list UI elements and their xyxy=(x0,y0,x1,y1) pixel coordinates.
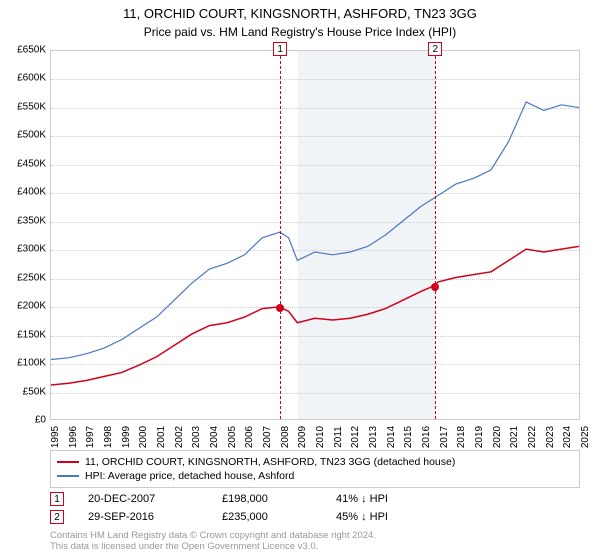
x-tick-label: 2006 xyxy=(244,426,255,448)
y-tick-label: £550K xyxy=(0,101,46,112)
sale-date: 29-SEP-2016 xyxy=(88,511,198,523)
y-tick-label: £350K xyxy=(0,215,46,226)
x-tick-label: 2002 xyxy=(174,426,185,448)
x-tick-label: 2015 xyxy=(403,426,414,448)
x-tick-label: 2018 xyxy=(456,426,467,448)
marker-line xyxy=(280,51,281,419)
x-tick-label: 2009 xyxy=(297,426,308,448)
x-tick-label: 1999 xyxy=(121,426,132,448)
sale-price: £198,000 xyxy=(222,493,312,505)
y-tick-label: £200K xyxy=(0,301,46,312)
x-tick-label: 2000 xyxy=(138,426,149,448)
sale-badge: 2 xyxy=(50,510,64,524)
y-tick-label: £50K xyxy=(0,386,46,397)
chart-title: 11, ORCHID COURT, KINGSNORTH, ASHFORD, T… xyxy=(0,0,600,23)
x-tick-label: 2008 xyxy=(280,426,291,448)
x-tick-label: 1998 xyxy=(103,426,114,448)
x-tick-label: 2023 xyxy=(545,426,556,448)
legend-box: 11, ORCHID COURT, KINGSNORTH, ASHFORD, T… xyxy=(50,450,580,488)
marker-badge: 2 xyxy=(428,42,442,56)
x-tick-label: 2007 xyxy=(262,426,273,448)
series-price_paid xyxy=(51,246,579,385)
sales-table: 1 20-DEC-2007 £198,000 41% ↓ HPI 2 29-SE… xyxy=(50,490,580,526)
attribution-line: This data is licensed under the Open Gov… xyxy=(50,541,580,552)
legend-row: HPI: Average price, detached house, Ashf… xyxy=(57,469,573,483)
x-tick-label: 1996 xyxy=(68,426,79,448)
legend-swatch xyxy=(57,475,79,477)
data-attribution: Contains HM Land Registry data © Crown c… xyxy=(50,530,580,553)
sale-price: £235,000 xyxy=(222,511,312,523)
attribution-line: Contains HM Land Registry data © Crown c… xyxy=(50,530,580,541)
legend-label: HPI: Average price, detached house, Ashf… xyxy=(85,470,294,482)
plot-frame: 12 xyxy=(50,50,580,420)
x-tick-label: 2019 xyxy=(474,426,485,448)
x-tick-label: 2016 xyxy=(421,426,432,448)
x-tick-label: 2010 xyxy=(315,426,326,448)
y-tick-label: £300K xyxy=(0,244,46,255)
chart-container: 11, ORCHID COURT, KINGSNORTH, ASHFORD, T… xyxy=(0,0,600,560)
series-hpi xyxy=(51,102,579,360)
y-tick-label: £0 xyxy=(0,415,46,426)
sale-hpi-delta: 45% ↓ HPI xyxy=(336,511,426,523)
y-tick-label: £100K xyxy=(0,358,46,369)
x-tick-label: 2012 xyxy=(350,426,361,448)
y-tick-label: £650K xyxy=(0,45,46,56)
x-tick-label: 2011 xyxy=(333,426,344,448)
x-tick-label: 2024 xyxy=(562,426,573,448)
legend-row: 11, ORCHID COURT, KINGSNORTH, ASHFORD, T… xyxy=(57,455,573,469)
line-series-svg xyxy=(51,51,579,419)
x-tick-label: 2014 xyxy=(386,426,397,448)
x-tick-label: 2001 xyxy=(156,426,167,448)
x-tick-label: 2025 xyxy=(580,426,591,448)
x-tick-label: 2013 xyxy=(368,426,379,448)
x-tick-label: 2020 xyxy=(492,426,503,448)
marker-badge: 1 xyxy=(273,42,287,56)
x-tick-label: 2017 xyxy=(439,426,450,448)
sale-badge: 1 xyxy=(50,492,64,506)
y-tick-label: £600K xyxy=(0,73,46,84)
sale-hpi-delta: 41% ↓ HPI xyxy=(336,493,426,505)
legend-label: 11, ORCHID COURT, KINGSNORTH, ASHFORD, T… xyxy=(85,456,455,468)
sale-row: 1 20-DEC-2007 £198,000 41% ↓ HPI xyxy=(50,490,580,508)
y-tick-label: £450K xyxy=(0,158,46,169)
y-tick-label: £250K xyxy=(0,272,46,283)
sale-point xyxy=(276,304,284,312)
x-tick-label: 1995 xyxy=(50,426,61,448)
y-tick-label: £150K xyxy=(0,329,46,340)
chart-plot-area: 12 £0£50K£100K£150K£200K£250K£300K£350K£… xyxy=(50,50,580,420)
x-tick-label: 2005 xyxy=(227,426,238,448)
sale-row: 2 29-SEP-2016 £235,000 45% ↓ HPI xyxy=(50,508,580,526)
x-tick-label: 2003 xyxy=(191,426,202,448)
x-tick-label: 2004 xyxy=(209,426,220,448)
sale-date: 20-DEC-2007 xyxy=(88,493,198,505)
chart-subtitle: Price paid vs. HM Land Registry's House … xyxy=(0,23,600,39)
marker-line xyxy=(435,51,436,419)
x-tick-label: 2022 xyxy=(527,426,538,448)
y-tick-label: £400K xyxy=(0,187,46,198)
sale-point xyxy=(431,283,439,291)
x-tick-label: 2021 xyxy=(509,426,520,448)
legend-swatch xyxy=(57,461,79,463)
x-tick-label: 1997 xyxy=(85,426,96,448)
y-tick-label: £500K xyxy=(0,130,46,141)
